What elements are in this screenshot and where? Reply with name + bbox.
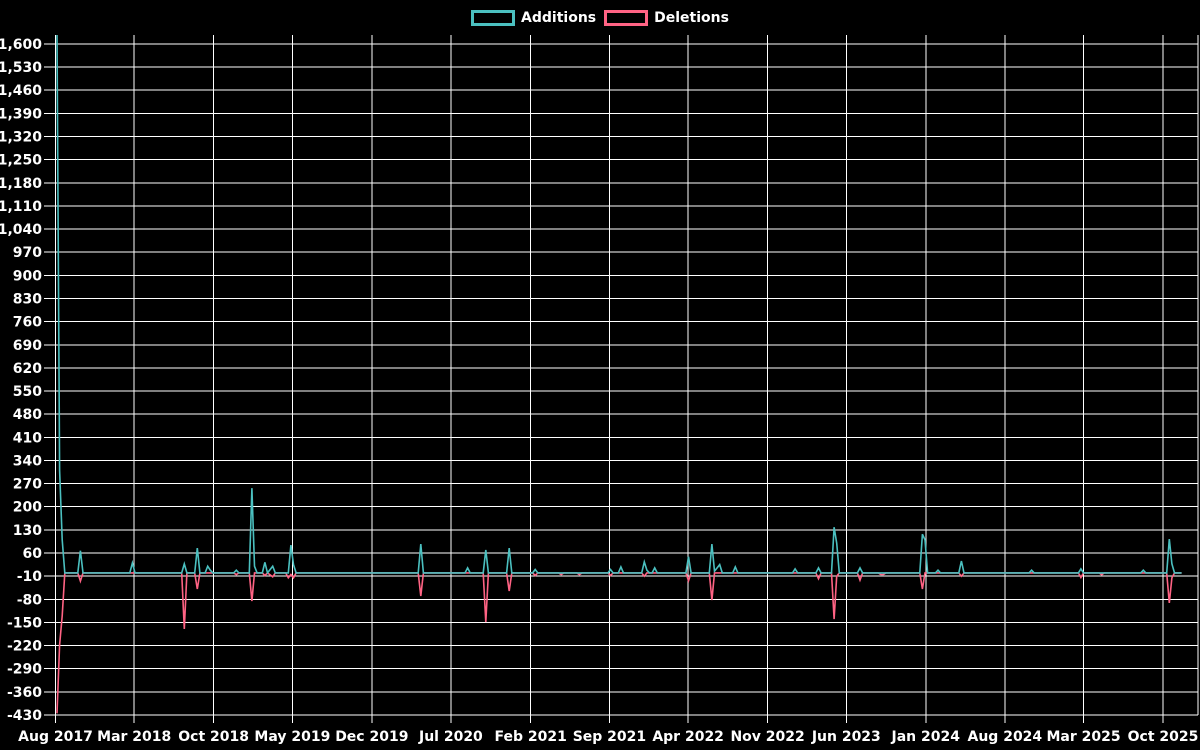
chart-legend: Additions Deletions <box>0 8 1200 28</box>
y-tick-label: 1,180 <box>0 176 42 192</box>
x-tick-label: Mar 2025 <box>1046 729 1120 745</box>
y-tick-label: -290 <box>7 662 42 678</box>
x-tick-label: Jun 2023 <box>811 729 881 745</box>
y-tick-label: -430 <box>7 708 42 724</box>
x-tick-label: Oct 2025 <box>1128 729 1199 745</box>
y-tick-label: 690 <box>13 338 42 354</box>
x-tick-label: Aug 2017 <box>18 729 93 745</box>
y-tick-label: 60 <box>23 546 43 562</box>
series-additions-line <box>56 34 1182 575</box>
y-tick-label: -220 <box>7 639 42 655</box>
y-tick-label: 1,460 <box>0 83 42 99</box>
legend-label-additions: Additions <box>521 10 597 26</box>
y-tick-label: 1,320 <box>0 129 42 145</box>
additions-swatch-icon <box>471 10 516 26</box>
y-tick-label: 480 <box>13 407 42 423</box>
y-tick-label: 970 <box>13 245 42 261</box>
y-tick-label: 1,250 <box>0 153 42 169</box>
deletions-swatch-icon <box>604 10 649 26</box>
y-tick-label: 1,110 <box>0 199 42 215</box>
y-tick-label: 550 <box>13 384 42 400</box>
x-tick-label: Aug 2024 <box>968 729 1043 745</box>
legend-item-deletions[interactable]: Deletions <box>604 10 729 26</box>
y-tick-label: -80 <box>17 592 43 608</box>
x-tick-label: Mar 2018 <box>97 729 171 745</box>
y-tick-label: -10 <box>17 569 43 585</box>
x-tick-label: Feb 2021 <box>495 729 567 745</box>
y-tick-label: -150 <box>7 615 42 631</box>
x-tick-label: Dec 2019 <box>335 729 408 745</box>
x-tick-label: Apr 2022 <box>652 729 724 745</box>
y-tick-label: 270 <box>13 477 42 493</box>
y-tick-label: 1,600 <box>0 37 42 53</box>
legend-item-additions[interactable]: Additions <box>471 10 596 26</box>
y-tick-label: 1,530 <box>0 60 42 76</box>
x-tick-label: May 2019 <box>254 729 330 745</box>
y-tick-label: 130 <box>13 523 42 539</box>
y-tick-label: 340 <box>13 453 42 469</box>
y-tick-label: 1,040 <box>0 222 42 238</box>
y-tick-label: 760 <box>13 315 42 331</box>
x-tick-label: Jan 2024 <box>891 729 961 745</box>
y-tick-label: 900 <box>13 268 42 284</box>
x-tick-label: Jul 2020 <box>418 729 483 745</box>
x-tick-label: Nov 2022 <box>730 729 804 745</box>
y-tick-label: 1,390 <box>0 106 42 122</box>
y-tick-label: -360 <box>7 685 42 701</box>
y-tick-label: 410 <box>13 430 42 446</box>
y-tick-label: 620 <box>13 361 42 377</box>
legend-label-deletions: Deletions <box>654 10 729 26</box>
y-tick-label: 830 <box>13 291 42 307</box>
y-tick-label: 200 <box>13 500 42 516</box>
x-tick-label: Oct 2018 <box>178 729 249 745</box>
x-tick-label: Sep 2021 <box>573 729 646 745</box>
